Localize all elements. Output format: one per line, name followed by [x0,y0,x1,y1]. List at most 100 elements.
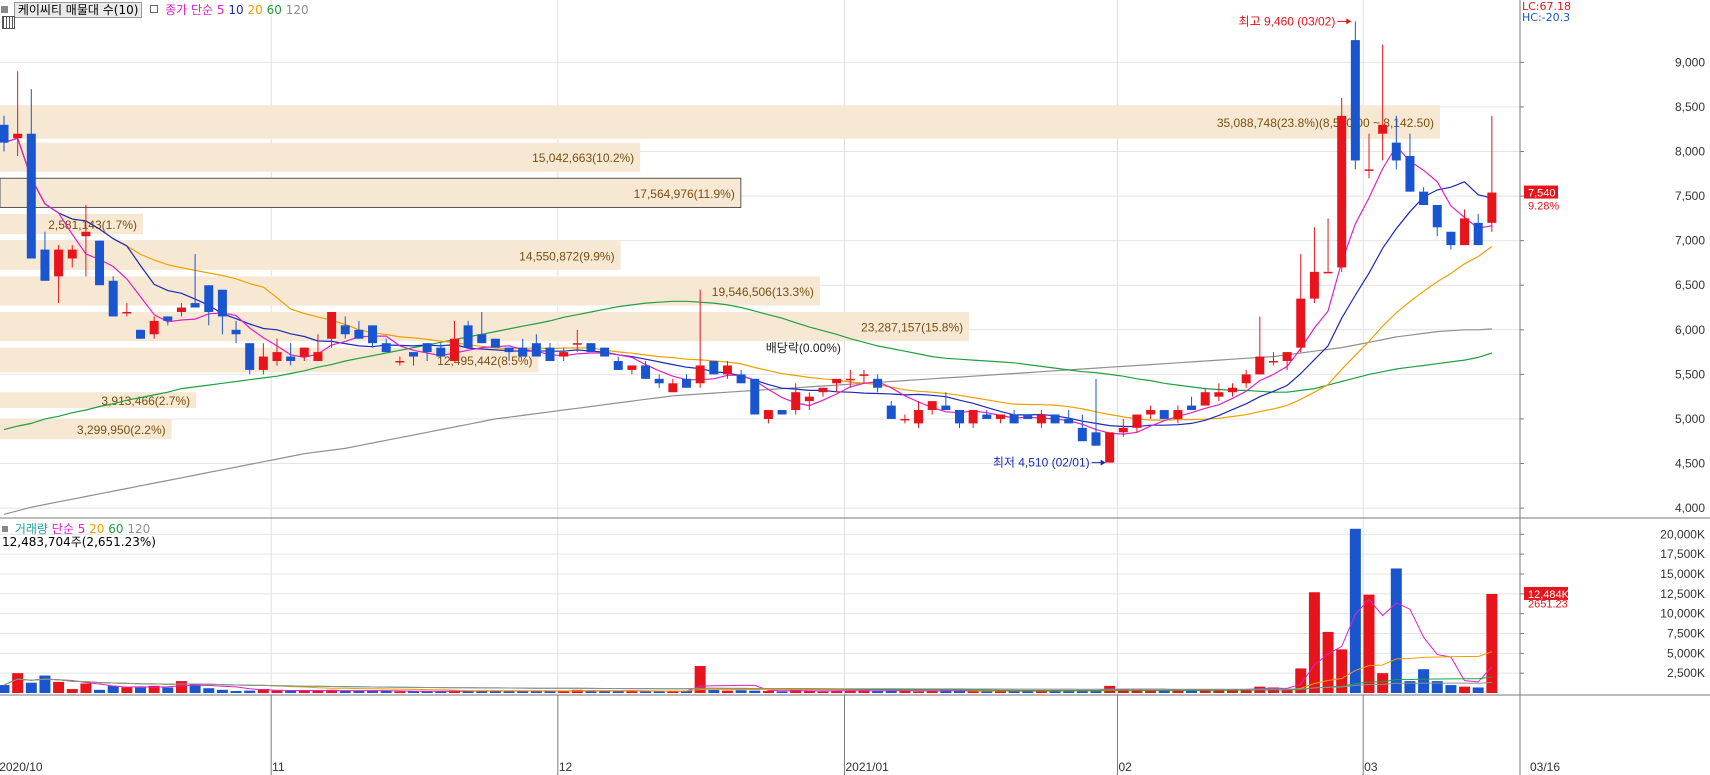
volume-tick-label: 5,000K [1667,646,1705,660]
volume-bar [1145,690,1157,693]
volume-tag-label: 2651.23 [1528,598,1568,610]
candle-body [1473,222,1483,246]
volume-ma120-line [3,678,1492,690]
candle-body [1118,427,1128,433]
volume-profile-label: 23,287,157(15.8%) [861,321,963,335]
volume-bar [585,690,597,693]
volume-bar [844,690,856,693]
volume-bar [1377,673,1389,693]
volume-ma-20: 20 [89,522,105,536]
min-price-label: 최저 4,510 (02/01) [993,456,1090,470]
volume-moving-averages [3,598,1493,692]
volume-bar [831,690,843,693]
candle-body [286,356,296,362]
candle-body [654,378,664,384]
ma120-line [3,328,1492,515]
minimize-icon[interactable] [2,526,8,532]
volume-bar [39,675,51,693]
candle-body [1091,432,1101,446]
volume-tick-label: 15,000K [1660,567,1705,581]
candle-body [1050,414,1060,424]
candle-body [1009,414,1019,424]
ma-period-10: 10 [228,3,244,17]
volume-bar [66,689,78,693]
volume-bar [1158,690,1170,693]
candle-body [818,387,828,393]
candle-body [54,249,64,277]
candle-body [791,392,801,411]
minimize-icon[interactable] [1,6,8,13]
calculator-icon[interactable] [2,16,15,32]
candle-body [81,231,91,237]
candle-body [804,396,814,402]
candle-body [627,365,637,370]
volume-bar [12,673,24,693]
volume-bar [1090,690,1102,693]
candle-body [531,343,541,357]
candle-body [149,320,159,335]
settings-square-icon[interactable] [150,5,159,13]
axis-background [1520,0,1710,775]
candle-body [299,347,309,357]
volume-bar [1349,528,1361,693]
volume-bar [230,691,242,693]
volume-ma-60: 60 [108,522,124,536]
volume-bar [503,691,515,693]
volume-bar [940,690,952,693]
candle-body [190,303,200,308]
volume-tick-label: 20,000K [1660,527,1705,541]
volume-bar [489,691,501,693]
volume-tick-label: 2,500K [1667,666,1705,680]
volume-bar [421,691,433,693]
candle-body [518,347,528,357]
volume-bar [721,690,733,693]
candle-body [436,347,446,357]
candle-body [1405,155,1415,192]
candle-body [1132,414,1142,428]
candle-body [204,285,214,312]
volume-bar [872,691,884,693]
candle-body [1200,392,1210,406]
volume-bar [899,690,911,693]
candle-body [1268,361,1278,363]
hc-label: HC:-20.3 [1522,11,1571,24]
volume-bar [762,691,774,693]
volume-bar [1404,681,1416,693]
date-tick-label: 02 [1118,760,1132,774]
volume-bar [448,690,460,693]
candle-body [873,378,883,388]
volume-bar [817,691,829,693]
price-tick-label: 7,000 [1675,234,1705,248]
volume-bar [1117,689,1129,693]
candle-body [368,325,378,344]
volume-bar [312,690,324,693]
volume-bar [53,681,65,693]
volume-bar [1363,594,1375,693]
candle-body [1282,352,1292,362]
volume-bar [1281,689,1293,693]
candle-body [395,361,405,363]
candle-body [1023,414,1033,419]
volume-profile-label: 15,042,663(10.2%) [532,151,634,165]
candle-body [1296,298,1306,348]
ma-period-5: 5 [216,3,225,17]
candle-body [1187,405,1197,411]
candle-body [136,329,145,339]
candle-body [586,343,596,353]
volume-profile-band [0,178,741,208]
candle-body [1364,169,1374,171]
candle-body [927,401,937,411]
volume-bar [1186,690,1198,693]
candle-body [1323,271,1333,274]
lc-label: LC:67.18 [1522,0,1572,13]
candle-body [1241,374,1251,384]
volume-info: 12,483,704주(2,651.23%) [2,535,156,549]
price-tick-label: 6,000 [1675,323,1705,337]
current-zone-outline [0,177,742,208]
volume-bar [94,689,106,693]
volume-bar [667,691,679,693]
volume-bar [462,691,474,693]
indicator-title[interactable]: 케이씨티 매물대 수(10) [13,2,143,18]
